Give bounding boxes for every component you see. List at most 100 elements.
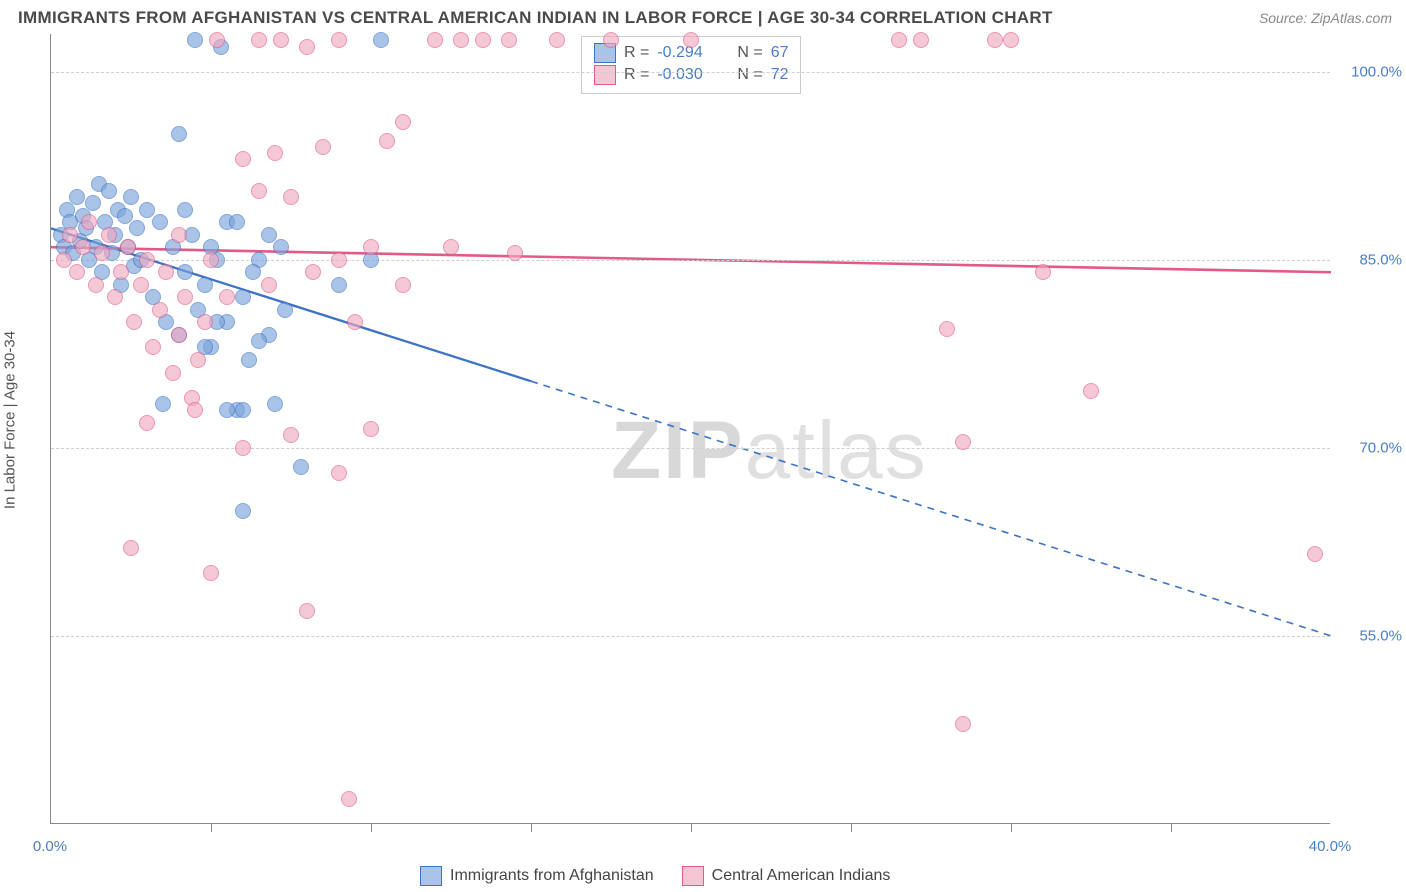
- x-tick-label: 0.0%: [33, 838, 67, 855]
- data-point: [101, 227, 117, 243]
- data-point: [120, 239, 136, 255]
- data-point: [241, 352, 257, 368]
- data-point: [331, 277, 347, 293]
- data-point: [197, 314, 213, 330]
- data-point: [245, 264, 261, 280]
- data-point: [277, 302, 293, 318]
- data-point: [299, 603, 315, 619]
- data-point: [251, 183, 267, 199]
- y-tick-label: 85.0%: [1338, 251, 1402, 268]
- data-point: [273, 239, 289, 255]
- y-tick-label: 55.0%: [1338, 627, 1402, 644]
- data-point: [331, 32, 347, 48]
- data-point: [126, 314, 142, 330]
- data-point: [395, 277, 411, 293]
- legend-label: Central American Indians: [712, 867, 891, 885]
- data-point: [683, 32, 699, 48]
- data-point: [177, 289, 193, 305]
- data-point: [139, 252, 155, 268]
- data-point: [139, 202, 155, 218]
- data-point: [209, 32, 225, 48]
- data-point: [187, 402, 203, 418]
- data-point: [1083, 383, 1099, 399]
- data-point: [913, 32, 929, 48]
- data-point: [251, 32, 267, 48]
- data-point: [171, 327, 187, 343]
- data-point: [56, 252, 72, 268]
- gridline-horizontal: [51, 636, 1330, 637]
- watermark: ZIPatlas: [611, 404, 928, 498]
- data-point: [427, 32, 443, 48]
- data-point: [177, 264, 193, 280]
- data-point: [177, 202, 193, 218]
- legend-swatch: [420, 866, 442, 886]
- x-tick-label: 40.0%: [1309, 838, 1352, 855]
- scatter-plot: ZIPatlas R =-0.294N =67R =-0.030N =72 55…: [50, 34, 1330, 824]
- n-label: N =: [737, 44, 762, 62]
- data-point: [229, 214, 245, 230]
- data-point: [1003, 32, 1019, 48]
- data-point: [190, 352, 206, 368]
- chart-title: IMMIGRANTS FROM AFGHANISTAN VS CENTRAL A…: [18, 8, 1053, 28]
- data-point: [139, 415, 155, 431]
- data-point: [363, 421, 379, 437]
- data-point: [251, 333, 267, 349]
- data-point: [453, 32, 469, 48]
- legend-swatch: [594, 65, 616, 85]
- data-point: [129, 220, 145, 236]
- data-point: [203, 565, 219, 581]
- data-point: [62, 227, 78, 243]
- n-value: 67: [771, 44, 789, 62]
- data-point: [88, 277, 104, 293]
- data-point: [235, 402, 251, 418]
- legend-item: Central American Indians: [682, 866, 891, 886]
- data-point: [107, 289, 123, 305]
- data-point: [94, 245, 110, 261]
- data-point: [123, 540, 139, 556]
- data-point: [501, 32, 517, 48]
- data-point: [283, 427, 299, 443]
- x-tick-mark: [371, 823, 372, 832]
- n-label: N =: [737, 66, 762, 84]
- y-tick-label: 100.0%: [1338, 63, 1402, 80]
- series-legend: Immigrants from Afghanistan Central Ameri…: [420, 866, 890, 886]
- data-point: [219, 289, 235, 305]
- legend-label: Immigrants from Afghanistan: [450, 867, 654, 885]
- data-point: [171, 126, 187, 142]
- data-point: [1307, 546, 1323, 562]
- data-point: [117, 208, 133, 224]
- x-tick-mark: [531, 823, 532, 832]
- data-point: [235, 289, 251, 305]
- data-point: [235, 440, 251, 456]
- data-point: [187, 32, 203, 48]
- data-point: [152, 302, 168, 318]
- data-point: [379, 133, 395, 149]
- data-point: [123, 189, 139, 205]
- data-point: [273, 32, 289, 48]
- data-point: [155, 396, 171, 412]
- data-point: [507, 245, 523, 261]
- data-point: [145, 339, 161, 355]
- data-point: [165, 365, 181, 381]
- data-point: [939, 321, 955, 337]
- data-point: [283, 189, 299, 205]
- r-label: R =: [624, 44, 649, 62]
- x-tick-mark: [1171, 823, 1172, 832]
- data-point: [363, 239, 379, 255]
- gridline-horizontal: [51, 72, 1330, 73]
- data-point: [69, 264, 85, 280]
- data-point: [235, 151, 251, 167]
- x-tick-mark: [691, 823, 692, 832]
- data-point: [133, 277, 149, 293]
- data-point: [299, 39, 315, 55]
- data-point: [81, 214, 97, 230]
- data-point: [443, 239, 459, 255]
- data-point: [261, 227, 277, 243]
- data-point: [315, 139, 331, 155]
- data-point: [69, 189, 85, 205]
- legend-swatch: [682, 866, 704, 886]
- x-tick-mark: [211, 823, 212, 832]
- data-point: [267, 396, 283, 412]
- data-point: [158, 264, 174, 280]
- data-point: [475, 32, 491, 48]
